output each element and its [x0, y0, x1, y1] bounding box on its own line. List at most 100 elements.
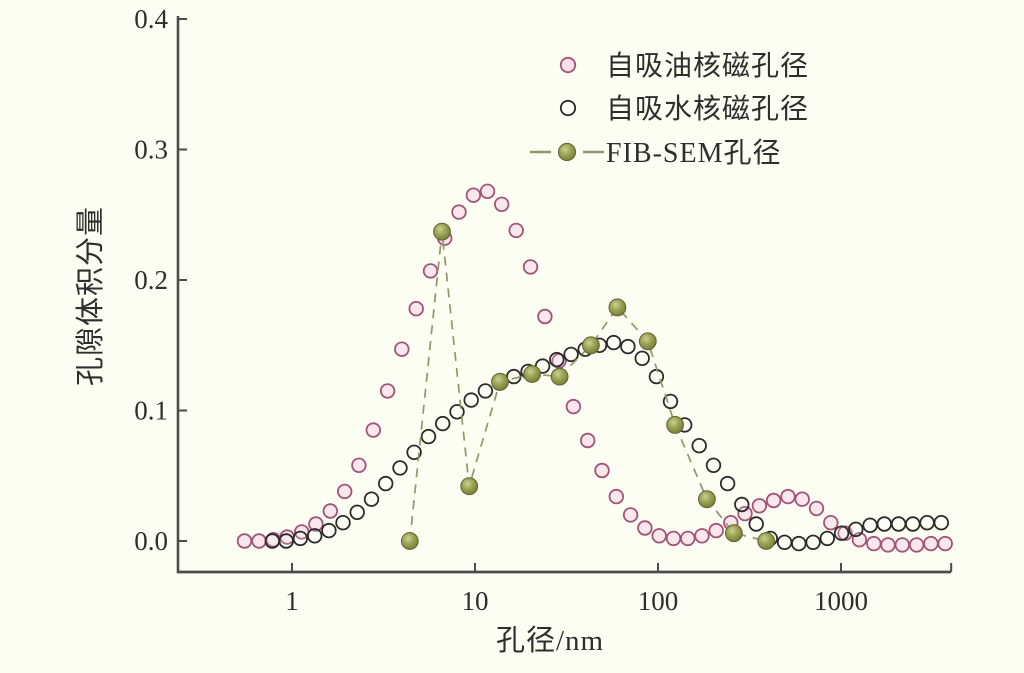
- fib-sem-data-point: [666, 416, 684, 434]
- oil-nmr-data-point: [479, 183, 496, 200]
- water-nmr-data-point: [734, 496, 750, 513]
- fib-sem-data-point: [400, 532, 419, 550]
- oil-nmr-data-point: [351, 457, 367, 474]
- y-tick-label: 0.1: [134, 396, 168, 426]
- water-nmr-data-point: [933, 515, 950, 531]
- legend-item-1: 自吸水核磁孔径: [559, 93, 809, 125]
- oil-nmr-data-point: [451, 204, 467, 220]
- oil-nmr-data-point: [765, 492, 782, 509]
- fib-sem-data-point: [725, 524, 743, 543]
- oil-nmr-data-point: [694, 528, 710, 544]
- water-nmr-data-point: [748, 516, 764, 532]
- open-circle-icon: [559, 99, 577, 117]
- oil-nmr-data-point: [823, 515, 839, 531]
- x-tick-label: 100: [638, 586, 679, 616]
- legend-item-2: FIB-SEM孔径: [530, 137, 781, 169]
- oil-nmr-data-point: [622, 507, 639, 523]
- fib-sem-data-point: [608, 298, 627, 317]
- fib-sem-data-point: [698, 490, 716, 509]
- oil-nmr-data-point: [923, 535, 939, 552]
- oil-nmr-data-point: [365, 422, 382, 438]
- water-nmr-data-point: [848, 521, 864, 538]
- oil-nmr-data-point: [522, 259, 539, 275]
- water-nmr-data-point: [335, 515, 351, 531]
- oil-nmr-data-point: [908, 537, 925, 553]
- water-nmr-data-point: [321, 522, 337, 539]
- oil-nmr-data-point: [780, 488, 796, 505]
- legend-item-0: 自吸油核磁孔径: [559, 50, 808, 82]
- water-nmr-data-point: [477, 383, 494, 399]
- water-nmr-data-point: [406, 444, 422, 461]
- water-nmr-data-point: [862, 517, 878, 534]
- oil-nmr-data-point: [651, 528, 667, 544]
- oil-nmr-data-point: [880, 537, 896, 553]
- oil-nmr-data-point: [751, 498, 768, 514]
- y-tick-label: 0.0: [134, 526, 168, 556]
- water-nmr-data-point: [905, 516, 921, 532]
- oil-nmr-data-point: [236, 533, 253, 549]
- y-axis-title: 孔隙体积分量: [74, 206, 107, 386]
- fib-sem-data-point: [491, 372, 509, 391]
- legend-item-label: 自吸水核磁孔径: [606, 93, 809, 125]
- series-water-nmr: [264, 334, 950, 552]
- oil-nmr-data-point: [337, 483, 353, 500]
- water-nmr-data-point: [463, 392, 479, 408]
- water-nmr-data-point: [606, 334, 622, 351]
- oil-nmr-data-point: [508, 222, 524, 239]
- oil-nmr-data-point: [680, 530, 696, 547]
- water-nmr-data-point: [420, 428, 437, 445]
- water-nmr-data-point: [307, 528, 323, 544]
- fib-sem-data-point: [460, 477, 479, 496]
- water-nmr-data-point: [691, 438, 707, 454]
- oil-nmr-data-point: [422, 263, 439, 279]
- open-circle-icon: [559, 56, 577, 74]
- oil-nmr-data-point: [737, 505, 753, 522]
- water-nmr-data-point: [392, 460, 408, 476]
- water-nmr-data-point: [890, 516, 907, 532]
- fib-sem-data-point: [582, 336, 600, 355]
- fib-sem-data-point: [757, 532, 776, 550]
- oil-nmr-data-point: [394, 341, 410, 357]
- oil-nmr-data-point: [565, 398, 582, 415]
- oil-nmr-data-point: [322, 503, 339, 519]
- y-tick-label: 0.4: [134, 4, 168, 34]
- water-nmr-data-point: [833, 525, 850, 541]
- water-nmr-data-point: [791, 535, 807, 552]
- x-tick-label: 1: [285, 586, 299, 616]
- series-fib-sem: [400, 222, 776, 550]
- oil-nmr-data-point: [594, 462, 610, 479]
- water-nmr-data-point: [805, 534, 821, 551]
- y-tick-label: 0.3: [134, 135, 168, 165]
- oil-nmr-data-point: [866, 535, 882, 552]
- oil-nmr-data-point: [808, 500, 825, 517]
- oil-nmr-data-point: [894, 537, 911, 553]
- oil-nmr-data-point: [379, 383, 396, 399]
- water-nmr-data-point: [435, 415, 451, 432]
- x-axis-title: 孔径/nm: [496, 624, 604, 657]
- oil-nmr-data-point: [637, 520, 653, 536]
- water-nmr-data-point: [264, 533, 281, 549]
- legend-item-label: FIB-SEM孔径: [606, 137, 781, 169]
- x-tick-label: 10: [462, 586, 489, 616]
- fib-sem-data-point: [523, 365, 541, 383]
- fib-sem-data-point: [433, 222, 451, 241]
- oil-nmr-data-point: [494, 196, 510, 213]
- water-nmr-data-point: [363, 491, 380, 507]
- oil-nmr-data-point: [308, 516, 324, 532]
- oil-nmr-data-point: [537, 308, 553, 325]
- water-nmr-data-point: [719, 475, 736, 492]
- water-nmr-data-point: [563, 346, 579, 363]
- water-nmr-data-point: [634, 350, 650, 367]
- water-nmr-data-point: [278, 533, 294, 549]
- water-nmr-data-point: [549, 351, 565, 368]
- water-nmr-data-point: [705, 457, 722, 474]
- water-nmr-data-point: [776, 534, 793, 551]
- oil-nmr-data-point: [937, 535, 953, 552]
- water-nmr-data-point: [292, 530, 309, 547]
- oil-nmr-data-point: [465, 187, 482, 203]
- fib-sem-data-point: [550, 367, 569, 386]
